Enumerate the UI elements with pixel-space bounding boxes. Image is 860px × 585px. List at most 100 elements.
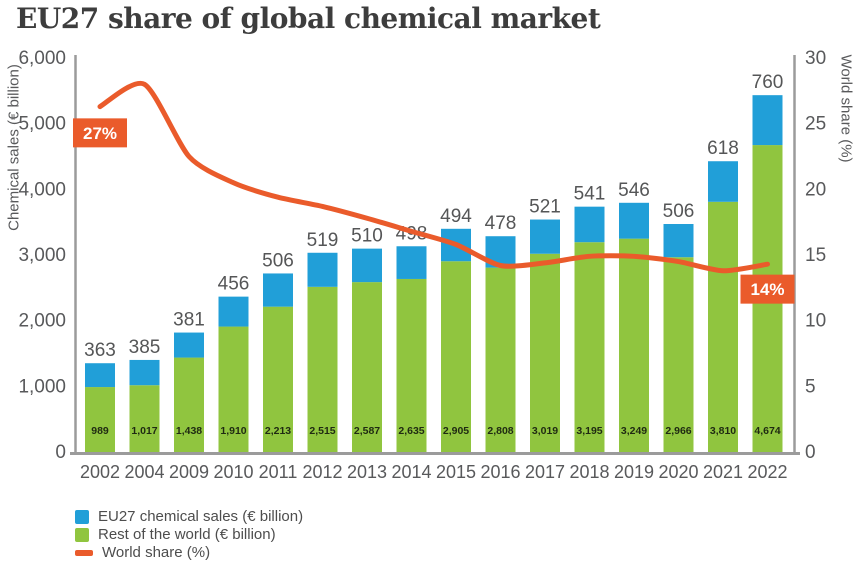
bar-total-label: 519 [307, 230, 339, 251]
bar-rest-label: 3,195 [576, 425, 602, 437]
bar-total-label: 521 [529, 197, 561, 218]
bar-eu27 [708, 161, 738, 202]
annotation-box-14 [740, 274, 795, 304]
y-tick-right: 20 [805, 179, 826, 200]
y-tick-left: 5,000 [18, 114, 66, 135]
bar-eu27 [574, 206, 605, 243]
bar-eu27 [307, 252, 338, 287]
legend-item-share: World share (%) [75, 544, 303, 562]
x-tick-label: 2020 [658, 462, 698, 482]
legend-item-rest: Rest of the world (€ billion) [75, 526, 303, 544]
y-tick-left: 3,000 [18, 245, 66, 266]
x-tick-label: 2019 [614, 462, 654, 482]
bar-rest-of-world [129, 385, 160, 452]
bar-rest-of-world [663, 257, 694, 452]
bar-total-label: 381 [173, 310, 205, 331]
bar-total-label: 541 [574, 184, 606, 205]
y-tick-right: 25 [805, 114, 826, 135]
bar-rest-of-world [396, 278, 427, 452]
bar-rest-of-world [619, 238, 649, 452]
bar-rest-label: 1,910 [220, 425, 246, 437]
annotation-label: 14% [750, 280, 784, 299]
x-tick-label: 2009 [169, 462, 209, 482]
bar-eu27 [530, 219, 560, 254]
bar-total-label: 363 [84, 340, 116, 361]
x-tick-label: 2010 [213, 462, 253, 482]
bar-total-label: 494 [440, 206, 472, 227]
bar-rest-label: 2,515 [309, 425, 335, 437]
bar-rest-of-world [441, 261, 471, 452]
x-tick-label: 2002 [80, 462, 120, 482]
bar-eu27 [352, 248, 382, 283]
bar-rest-label: 1,017 [131, 425, 157, 437]
bar-rest-label: 2,635 [398, 425, 424, 437]
legend-item-eu27: EU27 chemical sales (€ billion) [75, 508, 303, 526]
y-tick-left: 0 [55, 442, 66, 463]
x-tick-label: 2018 [569, 462, 609, 482]
x-tick-label: 2014 [391, 462, 431, 482]
x-tick-label: 2012 [302, 462, 342, 482]
y-tick-right: 10 [805, 311, 826, 332]
bar-total-label: 506 [262, 250, 294, 271]
bar-total-label: 618 [707, 138, 739, 159]
world-share-line [97, 80, 770, 274]
y-tick-left: 4,000 [18, 179, 66, 200]
bar-eu27 [174, 332, 204, 358]
x-tick-label: 2013 [347, 462, 387, 482]
bar-eu27 [129, 359, 160, 386]
annotation-label: 27% [83, 124, 117, 143]
combo-chart: 01,0002,0003,0004,0005,0006,000051015202… [18, 48, 826, 482]
bar-eu27 [218, 296, 249, 327]
legend: EU27 chemical sales (€ billion) Rest of … [75, 508, 303, 562]
y-tick-right: 30 [805, 48, 826, 69]
legend-label-eu27: EU27 chemical sales (€ billion) [98, 508, 304, 525]
y-tick-right: 15 [805, 245, 826, 266]
bar-rest-label: 1,438 [176, 425, 202, 437]
bar-rest-label: 2,587 [354, 425, 380, 437]
bar-rest-label: 2,213 [265, 425, 291, 437]
bar-rest-label: 989 [91, 425, 109, 437]
bar-eu27 [619, 202, 649, 239]
eu27-swatch-icon [75, 510, 89, 524]
bar-rest-of-world [218, 326, 249, 452]
bar-rest-label: 3,249 [621, 425, 647, 437]
bar-total-label: 506 [663, 201, 695, 222]
bar-eu27 [85, 363, 115, 388]
bar-rest-label: 2,966 [665, 425, 691, 437]
bar-total-label: 385 [129, 337, 161, 358]
y-tick-right: 5 [805, 376, 816, 397]
x-tick-label: 2004 [124, 462, 164, 482]
y-tick-left: 1,000 [18, 376, 66, 397]
bar-eu27 [263, 273, 293, 307]
bar-rest-label: 4,674 [754, 425, 780, 437]
x-tick-label: 2011 [259, 462, 298, 482]
y-tick-right: 0 [805, 442, 816, 463]
bar-rest-label: 3,019 [532, 425, 558, 437]
legend-label-rest: Rest of the world (€ billion) [98, 526, 276, 543]
bar-eu27 [752, 95, 783, 146]
bar-total-label: 478 [485, 213, 517, 234]
share-line-swatch-icon [75, 550, 93, 556]
x-tick-label: 2015 [436, 462, 476, 482]
chart-title: EU27 share of global chemical market [16, 2, 601, 35]
bar-rest-of-world [307, 286, 338, 452]
bar-rest-label: 2,808 [487, 425, 513, 437]
x-tick-label: 2021 [703, 462, 743, 482]
rest-swatch-icon [75, 528, 89, 542]
legend-label-share: World share (%) [102, 544, 211, 561]
bar-rest-label: 2,905 [443, 425, 469, 437]
bar-rest-of-world [263, 306, 293, 452]
bar-eu27 [663, 224, 694, 258]
bar-rest-label: 3,810 [710, 425, 736, 437]
bar-rest-of-world [574, 242, 605, 452]
bar-rest-of-world [352, 282, 382, 452]
bar-total-label: 760 [752, 72, 784, 93]
bar-total-label: 456 [218, 274, 250, 295]
bar-rest-of-world [174, 357, 204, 452]
y-tick-left: 6,000 [18, 48, 66, 69]
y-tick-left: 2,000 [18, 311, 66, 332]
bar-rest-of-world [485, 267, 516, 452]
bar-rest-of-world [530, 253, 560, 452]
x-tick-label: 2017 [525, 462, 565, 482]
